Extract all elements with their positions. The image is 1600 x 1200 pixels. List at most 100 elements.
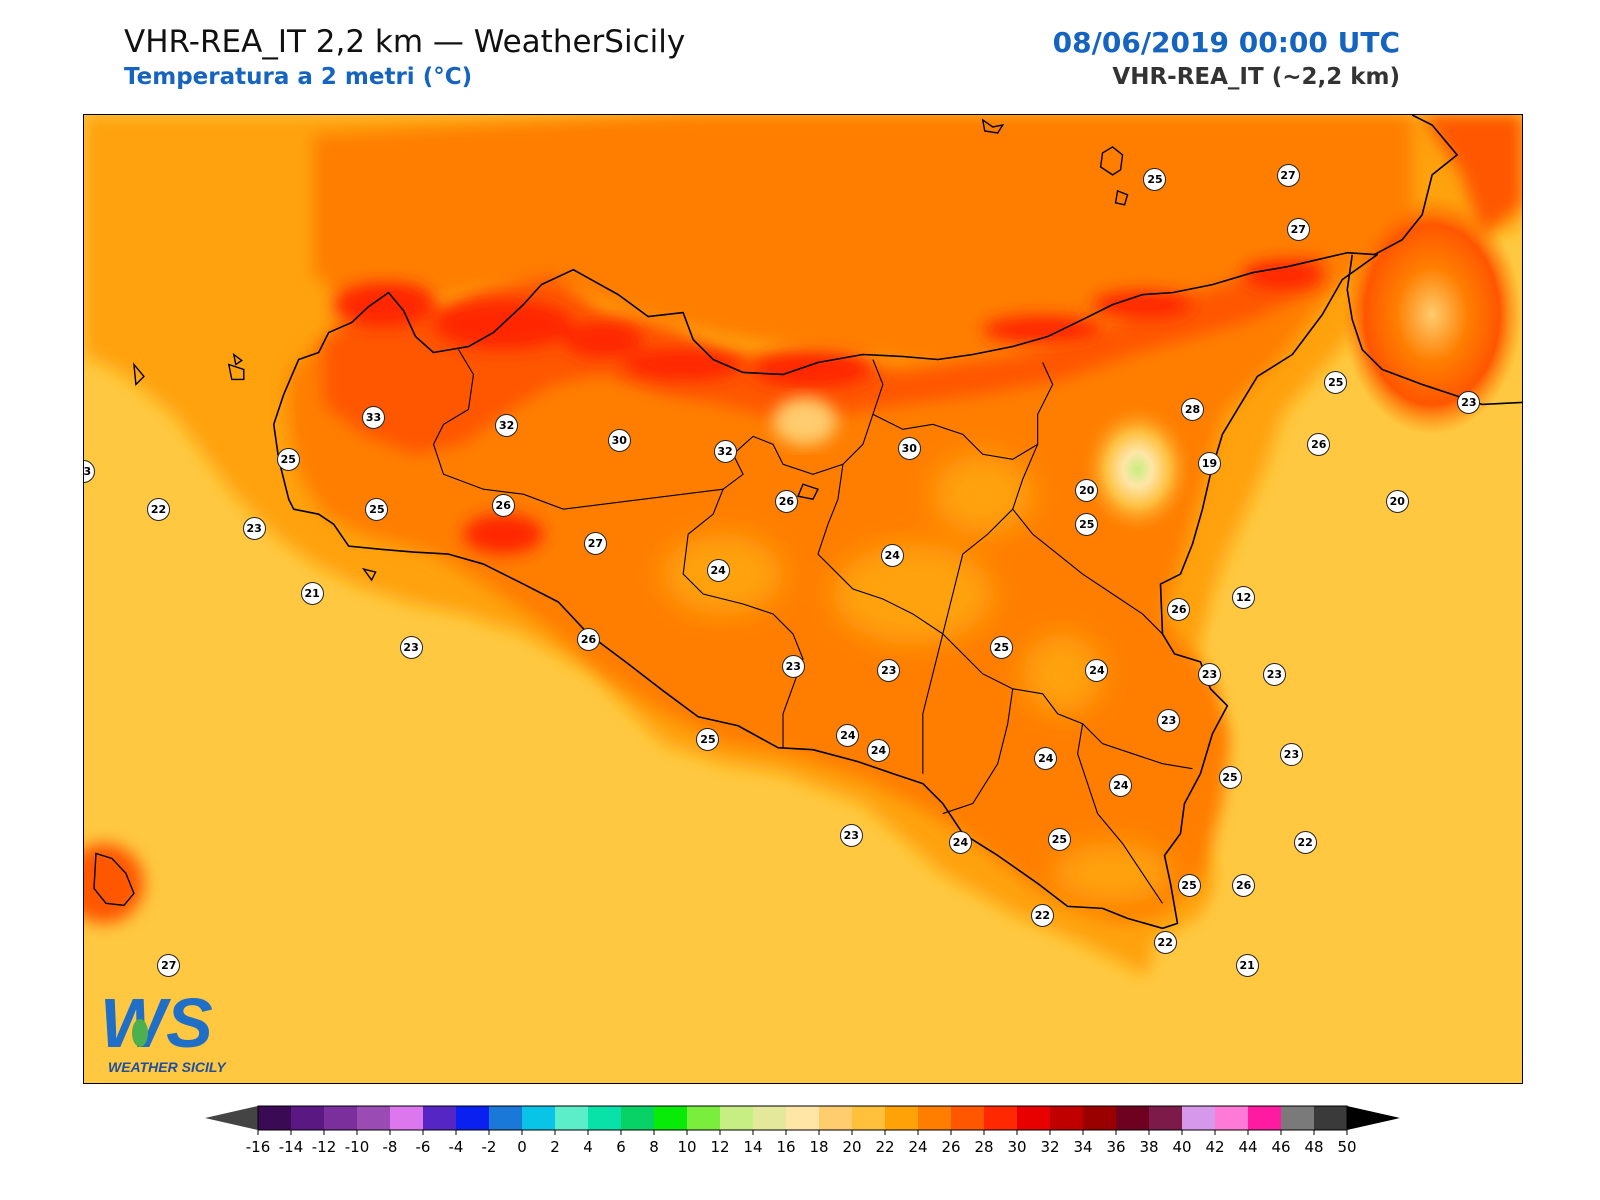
station-value-9: 25 <box>1324 371 1348 395</box>
colorbar-cell-29 <box>1215 1106 1249 1130</box>
map-title: VHR-REA_IT 2,2 km — WeatherSicily <box>124 24 686 60</box>
colorbar-tick-label-17: 18 <box>809 1138 828 1156</box>
logo-letters: WS <box>100 984 213 1062</box>
station-value-20: 24 <box>880 543 904 567</box>
station-value-48: 22 <box>1293 831 1317 855</box>
colorbar-cell-19 <box>885 1106 919 1130</box>
colorbar-tick-label-19: 22 <box>875 1138 894 1156</box>
sicily-coastline <box>272 251 1379 930</box>
colorbar-tick-label-21: 26 <box>941 1138 960 1156</box>
colorbar-cell-1 <box>291 1106 325 1130</box>
station-value-32: 25 <box>989 635 1013 659</box>
station-value-49: 25 <box>1177 873 1201 897</box>
station-value-40: 24 <box>867 739 891 763</box>
station-value-24: 26 <box>1307 432 1331 456</box>
colorbar-tick-label-8: 0 <box>517 1138 527 1156</box>
colorbar-cell-21 <box>951 1106 985 1130</box>
colorbar-cell-16 <box>786 1106 820 1130</box>
colorbar-tick-label-1: -14 <box>279 1138 304 1156</box>
station-value-45: 23 <box>839 823 863 847</box>
station-value-51: 22 <box>1030 904 1054 928</box>
station-value-38: 25 <box>696 727 720 751</box>
station-value-17: 27 <box>583 532 607 556</box>
colorbar-tick-label-10: 4 <box>583 1138 593 1156</box>
station-value-37: 23 <box>1157 708 1181 732</box>
station-value-3: 33 <box>362 405 386 429</box>
colorbar-tick-label-6: -4 <box>449 1138 464 1156</box>
station-value-34: 26 <box>1167 597 1191 621</box>
logo-text: WEATHER SICILY <box>108 1059 227 1075</box>
colorbar-tick-label-22: 28 <box>974 1138 993 1156</box>
station-value-31: 23 <box>877 658 901 682</box>
colorbar-tick-label-5: -6 <box>416 1138 431 1156</box>
colorbar-tick-label-3: -10 <box>345 1138 370 1156</box>
colorbar-cell-24 <box>1050 1106 1084 1130</box>
station-value-39: 24 <box>836 724 860 748</box>
colorbar-cell-17 <box>819 1106 853 1130</box>
colorbar-tick-label-28: 40 <box>1172 1138 1191 1156</box>
islands <box>93 118 1129 907</box>
colorbar-cell-0 <box>258 1106 292 1130</box>
colorbar-cell-11 <box>621 1106 655 1130</box>
temperature-map[interactable]: 25 27 27 33 32 30 32 30 28 25 23 23 25 22 26 25 23 27 26 24… <box>83 114 1523 1084</box>
colorbar-cell-23 <box>1017 1106 1051 1130</box>
map-subtitle: Temperatura a 2 metri (°C) <box>124 64 473 90</box>
province-borders <box>432 349 1193 904</box>
station-value-8: 28 <box>1181 398 1204 422</box>
station-value-1: 27 <box>1276 164 1300 188</box>
station-value-25: 20 <box>1385 490 1409 514</box>
colorbar-cell-13 <box>687 1106 721 1130</box>
station-value-12: 25 <box>276 448 300 472</box>
colorbar-cell-14 <box>720 1106 754 1130</box>
colorbar-tick-label-15: 14 <box>743 1138 762 1156</box>
colorbar-cell-9 <box>555 1106 589 1130</box>
station-value-15: 25 <box>365 497 389 521</box>
colorbar-cell-26 <box>1116 1106 1150 1130</box>
colorbar-tick-label-23: 30 <box>1007 1138 1026 1156</box>
station-value-30: 23 <box>781 655 805 679</box>
station-value-19: 24 <box>706 559 730 583</box>
station-value-0: 25 <box>1143 168 1167 192</box>
hot-spots <box>333 260 1323 555</box>
colorbar-tick-label-7: -2 <box>482 1138 497 1156</box>
map-model-label: VHR-REA_IT (~2,2 km) <box>1112 64 1400 90</box>
colorbar-cell-10 <box>588 1106 622 1130</box>
station-value-16: 23 <box>242 517 266 541</box>
colorbar-tick-label-25: 34 <box>1073 1138 1092 1156</box>
interior-cooler-zones <box>663 454 1173 904</box>
station-value-35: 23 <box>1198 662 1222 686</box>
colorbar-cell-32 <box>1314 1106 1348 1130</box>
colorbar-tick-label-33: 50 <box>1337 1138 1356 1156</box>
colorbar-tick-label-13: 10 <box>677 1138 696 1156</box>
colorbar-cell-22 <box>984 1106 1018 1130</box>
colorbar-tick-label-11: 6 <box>616 1138 626 1156</box>
colorbar-cell-20 <box>918 1106 952 1130</box>
madonie-cool-spot <box>773 397 837 446</box>
colorbar-cell-28 <box>1182 1106 1216 1130</box>
station-value-18: 26 <box>774 490 798 514</box>
temperature-colorbar: -16 -14 -12 -10 -8 -6 -4 -2 0 2 4 6 8 10 12 14 16 18 20 22 2… <box>205 1105 1400 1156</box>
colorbar-max-arrow <box>1347 1106 1400 1130</box>
station-value-4: 32 <box>495 413 519 437</box>
colorbar-tick-label-31: 46 <box>1271 1138 1290 1156</box>
calabria-coast-hot <box>1422 115 1522 235</box>
colorbar-tick-label-30: 44 <box>1238 1138 1257 1156</box>
station-value-42: 23 <box>1279 743 1303 767</box>
station-value-21: 25 <box>1075 513 1099 537</box>
colorbar-cell-8 <box>522 1106 556 1130</box>
station-value-5: 30 <box>607 428 631 452</box>
station-value-2: 27 <box>1286 218 1310 242</box>
etna-cold-spot <box>1079 401 1196 538</box>
station-value-28: 23 <box>399 635 423 659</box>
colorbar-tick-label-14: 12 <box>710 1138 729 1156</box>
station-value-44: 25 <box>1218 766 1242 790</box>
colorbar-cell-7 <box>489 1106 523 1130</box>
station-value-7: 30 <box>897 436 921 460</box>
colorbar-cell-27 <box>1149 1106 1183 1130</box>
colorbar-tick-label-27: 38 <box>1139 1138 1158 1156</box>
colorbar-cell-6 <box>456 1106 490 1130</box>
pantelleria-field <box>84 843 144 924</box>
station-value-53: 21 <box>1235 954 1259 978</box>
station-value-33: 24 <box>1085 658 1109 682</box>
station-value-50: 26 <box>1232 873 1256 897</box>
